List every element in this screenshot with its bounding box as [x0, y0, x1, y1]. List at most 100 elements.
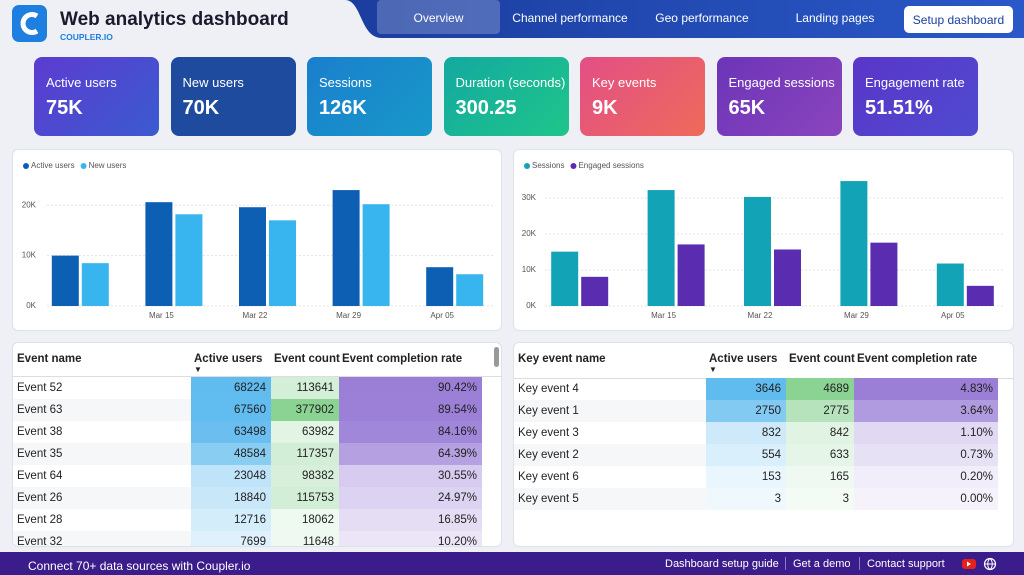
kpi-value: 65K	[728, 97, 766, 119]
table-cell: 12716	[191, 509, 271, 531]
bar	[81, 263, 109, 306]
y-tick-label: 20K	[22, 200, 37, 209]
kpi-value: 9K	[592, 97, 618, 119]
kpi-card: New users 70K	[170, 57, 296, 136]
table-cell: 115753	[271, 487, 339, 509]
globe-lines	[984, 558, 996, 571]
table-cell: 48584	[191, 443, 271, 465]
bar	[966, 285, 994, 306]
bar	[362, 204, 390, 306]
x-tick-label: Mar 22	[243, 311, 268, 320]
table-cell: 67560	[191, 399, 271, 421]
table-cell: 377902	[271, 399, 339, 421]
table-cell: Key event 6	[518, 471, 579, 483]
nav-tab[interactable]: Overview	[413, 11, 464, 25]
table-cell: 3646	[706, 378, 786, 400]
kpi-label: Duration (seconds)	[455, 75, 566, 90]
nav-tab[interactable]: Channel performance	[512, 11, 628, 25]
column-header[interactable]: Active users	[709, 353, 778, 365]
active-tab-highlight	[377, 0, 500, 34]
x-tick-label: Mar 15	[149, 311, 174, 320]
bar	[175, 214, 203, 306]
table-cell: 2750	[706, 400, 786, 422]
bar	[581, 276, 609, 306]
footer-text: Connect 70+ data sources with Coupler.io	[28, 559, 251, 573]
kpi-card: Sessions 126K	[307, 57, 432, 136]
table-cell: 3	[786, 488, 854, 510]
kpi-value: 51.51%	[865, 97, 933, 119]
row-stripe	[13, 443, 191, 465]
top-bar	[12, 0, 1024, 42]
footer-link[interactable]: Get a demo	[793, 558, 851, 570]
table-cell: 113641	[271, 377, 339, 399]
bar	[456, 274, 484, 306]
table-cell: 554	[706, 444, 786, 466]
kpi-label: Active users	[46, 75, 117, 90]
legend-marker	[80, 163, 87, 169]
table-cell: Key event 1	[518, 405, 579, 417]
table-cell: 0.20%	[854, 466, 998, 488]
table-cell: 11648	[271, 531, 339, 546]
table-panel: Event name Active users Event count Event c…	[12, 342, 502, 547]
footer-link[interactable]: Contact support	[867, 558, 945, 570]
chart-panel: 0K 10K 20K 30K Sessions Engaged sessions Mar 1…	[513, 149, 1014, 331]
table-cell: 24.97%	[339, 487, 482, 509]
y-tick-label: 0K	[526, 301, 536, 310]
table-cell: 18840	[191, 487, 271, 509]
setup-button-bg[interactable]	[904, 6, 1013, 33]
table-cell: 18062	[271, 509, 339, 531]
table-cell: 633	[786, 444, 854, 466]
bar	[551, 251, 579, 306]
table-cell: 64.39%	[339, 443, 482, 465]
table-cell: 4.83%	[854, 378, 998, 400]
table-cell: 30.55%	[339, 465, 482, 487]
bar	[677, 244, 705, 306]
table-cell: 7699	[191, 531, 271, 546]
table-cell: 1.10%	[854, 422, 998, 444]
legend-label: Active users	[31, 161, 75, 170]
bar	[647, 190, 675, 306]
table-cell: 63982	[271, 421, 339, 443]
kpi-card: Engagement rate 51.51%	[853, 57, 978, 136]
scrollbar[interactable]	[494, 347, 499, 367]
x-tick-label: Mar 29	[336, 311, 361, 320]
column-header[interactable]: Event completion rate	[857, 353, 978, 365]
column-header[interactable]: Key event name	[518, 353, 606, 365]
y-tick-label: 10K	[522, 265, 537, 274]
setup-button[interactable]: Setup dashboard	[912, 13, 1005, 27]
table-cell: 832	[706, 422, 786, 444]
nav-tab[interactable]: Geo performance	[655, 11, 749, 25]
chart-panel: 0K 10K 20K Active users New users Mar 15 Mar 2…	[12, 149, 502, 331]
footer-link[interactable]: Dashboard setup guide	[665, 558, 779, 570]
legend-marker	[23, 163, 29, 169]
x-tick-label: Mar 15	[651, 311, 676, 320]
table-cell: Event 52	[17, 382, 63, 394]
row-stripe	[514, 444, 706, 466]
column-header[interactable]: Event count	[274, 353, 340, 365]
kpi-card: Engaged sessions 65K	[716, 57, 842, 136]
table-cell: Event 35	[17, 448, 63, 460]
column-header[interactable]: Event completion rate	[342, 353, 463, 365]
table-cell: Event 32	[17, 536, 63, 547]
column-header[interactable]: Event name	[17, 353, 82, 365]
chart: 0K 10K 20K 30K Sessions Engaged sessions Mar 1…	[522, 161, 1005, 320]
column-header[interactable]: Active users	[194, 353, 263, 365]
row-stripe	[13, 487, 191, 509]
kpi-card: Duration (seconds) 300.25	[443, 57, 569, 136]
x-tick-label: Apr 05	[941, 311, 965, 320]
bar	[840, 181, 868, 306]
column-header[interactable]: Event count	[789, 353, 855, 365]
youtube-play	[967, 561, 971, 567]
y-tick-label: 10K	[22, 251, 37, 260]
bar	[269, 220, 296, 306]
table-cell: Event 38	[17, 426, 63, 438]
bar	[51, 255, 79, 306]
kpi-label: New users	[182, 75, 244, 90]
nav-background	[345, 0, 1024, 38]
legend-marker	[524, 163, 530, 169]
nav-tab[interactable]: Landing pages	[795, 11, 875, 25]
table-cell: 153	[706, 466, 786, 488]
kpi-card: Key events 9K	[580, 57, 705, 136]
table-cell: 10.20%	[339, 531, 482, 546]
